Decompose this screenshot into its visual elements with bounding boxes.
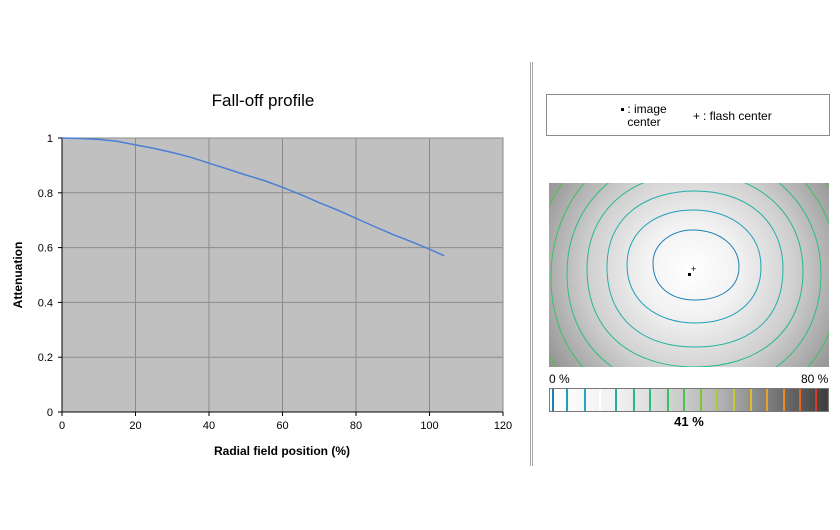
y-axis-label: Attenuation xyxy=(11,242,25,309)
axes xyxy=(58,137,504,416)
fall-off-chart: Fall-off profile 0 20 40 60 80 100 12000.20.40… xyxy=(11,91,512,458)
contour-line xyxy=(606,190,784,348)
attenuation-line xyxy=(61,137,445,257)
y-tick-label: 0.2 xyxy=(38,352,53,364)
y-tick-label: 1 xyxy=(47,133,53,145)
contour-color-scale xyxy=(549,388,829,412)
panel-divider xyxy=(530,62,533,466)
series-layer xyxy=(61,137,445,257)
y-tick-label: 0.4 xyxy=(38,297,53,309)
x-tick-label: 20 xyxy=(129,420,141,432)
x-tick-label: 60 xyxy=(276,420,288,432)
scale-min-label: 0 % xyxy=(549,372,570,386)
falloff-contour-map: + xyxy=(549,183,829,367)
image-center-legend-item: : image center xyxy=(609,103,679,129)
y-tick-label: 0.8 xyxy=(38,188,53,200)
y-tick-label: 0.6 xyxy=(38,243,53,255)
scale-max-label: 80 % xyxy=(801,372,829,386)
scale-gradient xyxy=(550,389,828,411)
contour-line xyxy=(566,183,822,367)
flash-center-legend-item: +: flash center xyxy=(693,109,772,123)
flash-center-marker-icon: + xyxy=(693,109,701,123)
contour-line xyxy=(586,183,804,367)
scale-value-label: 41 % xyxy=(674,414,704,429)
flash-center-marker: + xyxy=(691,264,696,274)
x-tick-label: 80 xyxy=(350,420,362,432)
y-tick-label: 0 xyxy=(47,407,53,419)
tick-labels: 0 20 40 60 80 100 120 0 0.2 0.4 0.6 0.8 1 xyxy=(38,133,512,432)
flash-center-legend-label: : flash center xyxy=(703,109,772,123)
x-tick-label: 0 xyxy=(59,420,65,432)
contour-line xyxy=(626,209,762,324)
x-tick-label: 40 xyxy=(203,420,215,432)
image-center-marker-icon xyxy=(621,108,625,112)
gridlines xyxy=(62,138,503,412)
center-legend: : image center +: flash center xyxy=(546,94,830,136)
x-tick-label: 120 xyxy=(494,420,512,432)
image-center-marker xyxy=(688,273,691,276)
chart-title: Fall-off profile xyxy=(212,91,315,110)
x-axis-label: Radial field position (%) xyxy=(214,444,350,458)
x-tick-label: 100 xyxy=(420,420,438,432)
image-center-legend-label: : image center xyxy=(627,102,667,129)
contour-line xyxy=(652,229,740,301)
